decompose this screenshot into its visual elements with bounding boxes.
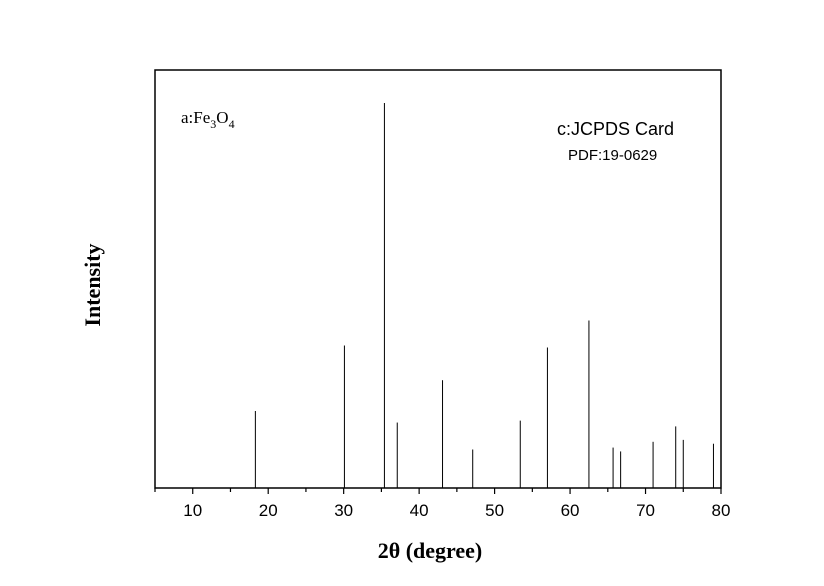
y-axis-label: Intensity	[80, 243, 105, 326]
x-tick-label: 40	[410, 501, 429, 520]
x-tick-label: 30	[334, 501, 353, 520]
x-axis-label: 2θ (degree)	[378, 538, 483, 563]
bars-group	[254, 103, 714, 488]
x-tick-label: 60	[561, 501, 580, 520]
x-tick-label: 50	[485, 501, 504, 520]
annotation-card: c:JCPDS Card	[557, 119, 674, 139]
x-axis-ticks: 10 20 30 40 50 60 70 80	[154, 488, 731, 520]
sample-label: a:Fe3O4	[181, 108, 235, 131]
annotation-pdf: PDF:19-0629	[568, 147, 657, 164]
plot-frame	[154, 69, 722, 489]
x-tick-label: 80	[712, 501, 731, 520]
x-tick-label: 20	[259, 501, 278, 520]
x-tick-label: 70	[636, 501, 655, 520]
x-tick-label: 10	[183, 501, 202, 520]
